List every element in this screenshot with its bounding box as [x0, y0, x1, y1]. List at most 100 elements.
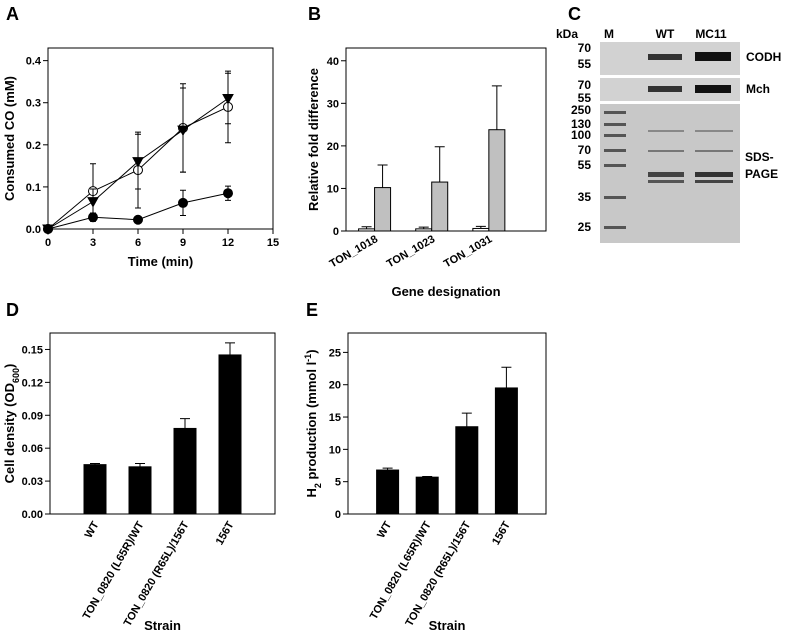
- gel-panel: C kDa M WT MC11 70 55 CODH 70 55 Mch 250…: [556, 4, 781, 243]
- error-bar: [461, 412, 472, 427]
- y-axis-label-part: -1: [303, 354, 313, 362]
- bar: [376, 469, 400, 515]
- bar: [173, 427, 197, 515]
- x-tick-label: 3: [90, 237, 96, 249]
- plot-frame: [49, 332, 276, 515]
- x-axis-label: Strain: [144, 618, 181, 633]
- x-tick-label: TON_1031: [442, 233, 494, 270]
- y-tick-label: 15: [329, 412, 341, 424]
- y-tick-label: 0.15: [22, 344, 43, 356]
- x-tick-label: 12: [222, 237, 234, 249]
- y-axis-label: Consumed CO (mM): [2, 76, 17, 201]
- bar: [374, 187, 392, 232]
- panel-letter: A: [6, 4, 19, 24]
- y-tick-label: 0.0: [26, 224, 41, 236]
- y-tick-label: 30: [327, 98, 339, 110]
- y-axis-label-part: ): [2, 364, 17, 368]
- error-bar: [377, 164, 388, 188]
- gel-bands: [604, 111, 733, 229]
- marker-label: 130: [571, 117, 591, 131]
- marker-label: 55: [578, 57, 592, 71]
- band: [695, 85, 731, 93]
- y-axis-label-part: 600: [11, 368, 21, 383]
- y-axis-label-part: H: [304, 488, 319, 497]
- panel-letter: D: [6, 300, 19, 320]
- y-tick-label: 20: [327, 141, 339, 153]
- y-axis-label-part: Cell density (OD: [2, 383, 17, 483]
- bar: [128, 466, 152, 515]
- marker: [223, 188, 233, 199]
- marker: [177, 125, 189, 137]
- marker-label: 70: [578, 78, 592, 92]
- lane-label: M: [604, 27, 614, 41]
- y-tick-label: 0: [335, 509, 341, 521]
- y-tick-label: 0.06: [22, 443, 43, 455]
- bar: [218, 354, 242, 515]
- y-tick-label: 5: [335, 477, 341, 489]
- plot-frame: [47, 47, 274, 230]
- error-bar: [225, 342, 235, 355]
- marker: [222, 94, 234, 105]
- y-axis-label-part: ): [304, 349, 319, 353]
- error-bar: [491, 85, 502, 130]
- x-tick-label: 156T: [490, 519, 513, 547]
- x-tick-label: 6: [135, 237, 141, 249]
- unit-label: kDa: [556, 27, 578, 41]
- y-axis-label-part: production (mmol l: [304, 362, 319, 483]
- y-axis-label: Relative fold difference: [306, 68, 321, 211]
- y-tick-label: 0.12: [22, 377, 43, 389]
- y-tick-label: 0.09: [22, 410, 43, 422]
- marker-label: 70: [578, 41, 592, 55]
- marker-label: 250: [571, 103, 591, 117]
- marker-label: 25: [578, 220, 592, 234]
- x-axis-label: Time (min): [128, 254, 194, 269]
- marker: [87, 197, 99, 208]
- y-tick-label: 0.2: [26, 140, 41, 152]
- blot-label: PAGE: [745, 167, 778, 181]
- bar: [488, 129, 506, 232]
- y-tick-label: 0: [333, 226, 339, 238]
- bar: [358, 228, 376, 232]
- marker: [88, 212, 98, 223]
- x-axis-label: Gene designation: [391, 284, 500, 299]
- blot-label: CODH: [746, 50, 781, 64]
- plot-frame: [347, 332, 547, 515]
- y-tick-label: 40: [327, 56, 339, 68]
- x-tick-label: 15: [267, 237, 279, 249]
- error-bar: [135, 463, 145, 467]
- marker-label: 35: [578, 190, 592, 204]
- x-axis-label: Strain: [429, 618, 466, 633]
- marker-label: 70: [578, 143, 592, 157]
- y-tick-label: 0.1: [26, 182, 41, 194]
- y-tick-label: 10: [329, 444, 341, 456]
- y-axis-label-part: 2: [313, 483, 323, 488]
- x-tick-label: 156T: [214, 519, 237, 547]
- y-tick-label: 20: [329, 380, 341, 392]
- y-tick-label: 0.3: [26, 98, 41, 110]
- bar: [494, 387, 518, 515]
- bar: [472, 227, 490, 232]
- error-bar: [501, 366, 512, 388]
- panel-letter: E: [306, 300, 318, 320]
- marker: [43, 224, 53, 234]
- y-tick-label: 25: [329, 347, 341, 359]
- marker-label: 100: [571, 128, 591, 142]
- x-tick-label: WT: [375, 519, 394, 540]
- bar: [415, 228, 433, 232]
- marker-label: 55: [578, 91, 592, 105]
- y-tick-label: 10: [327, 183, 339, 195]
- y-tick-label: 0.00: [22, 509, 43, 521]
- marker: [133, 214, 143, 225]
- marker: [132, 157, 144, 168]
- x-tick-label: TON_1018: [328, 233, 380, 270]
- blot-label: SDS-: [745, 150, 774, 164]
- error-bar: [434, 146, 445, 183]
- bar: [415, 476, 439, 515]
- bar: [455, 426, 479, 515]
- y-axis-label: Cell density (OD600): [2, 364, 21, 484]
- error-bar: [180, 418, 190, 429]
- band: [648, 54, 682, 60]
- y-tick-label: 0.03: [22, 476, 43, 488]
